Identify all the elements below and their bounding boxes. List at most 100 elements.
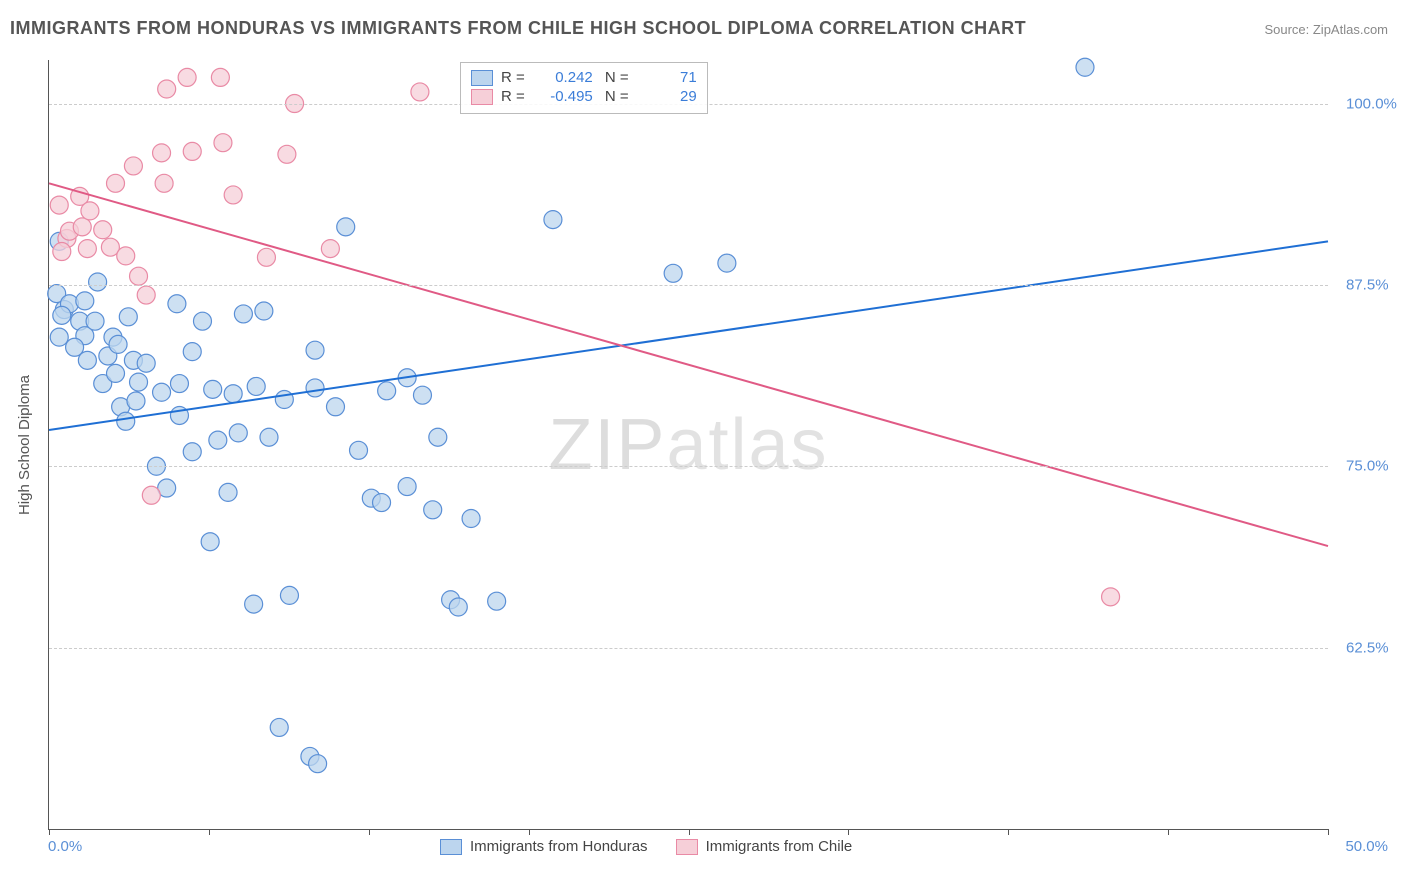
data-point bbox=[178, 68, 196, 86]
chart-container: IMMIGRANTS FROM HONDURAS VS IMMIGRANTS F… bbox=[0, 0, 1406, 892]
r-label: R = bbox=[501, 88, 525, 105]
plot-area: ZIPatlas 62.5%75.0%87.5%100.0% bbox=[48, 60, 1328, 830]
gridline bbox=[49, 648, 1328, 649]
gridline bbox=[49, 285, 1328, 286]
source-attribution: Source: ZipAtlas.com bbox=[1264, 22, 1388, 37]
data-point bbox=[201, 533, 219, 551]
data-point bbox=[257, 248, 275, 266]
x-tick bbox=[209, 829, 210, 835]
data-point bbox=[170, 375, 188, 393]
y-axis-label: High School Diploma bbox=[16, 375, 33, 515]
gridline bbox=[49, 466, 1328, 467]
x-tick bbox=[369, 829, 370, 835]
y-tick-label: 62.5% bbox=[1346, 639, 1389, 656]
data-point bbox=[89, 273, 107, 291]
data-point bbox=[544, 211, 562, 229]
data-point bbox=[107, 364, 125, 382]
r-value-chile: -0.495 bbox=[533, 88, 593, 105]
data-point bbox=[73, 218, 91, 236]
data-point bbox=[130, 373, 148, 391]
data-point bbox=[214, 134, 232, 152]
data-point bbox=[462, 509, 480, 527]
data-point bbox=[280, 586, 298, 604]
data-point bbox=[255, 302, 273, 320]
data-point bbox=[321, 240, 339, 258]
data-point bbox=[664, 264, 682, 282]
data-point bbox=[229, 424, 247, 442]
data-point bbox=[155, 174, 173, 192]
x-tick bbox=[529, 829, 530, 835]
data-point bbox=[247, 377, 265, 395]
data-point bbox=[209, 431, 227, 449]
legend-item-honduras: Immigrants from Honduras bbox=[440, 838, 648, 855]
legend-series: Immigrants from Honduras Immigrants from… bbox=[440, 838, 852, 855]
data-point bbox=[183, 443, 201, 461]
data-point bbox=[211, 68, 229, 86]
legend-label-honduras: Immigrants from Honduras bbox=[470, 838, 648, 855]
data-point bbox=[224, 186, 242, 204]
data-point bbox=[219, 483, 237, 501]
data-point bbox=[193, 312, 211, 330]
legend-correlation: R = 0.242 N = 71 R = -0.495 N = 29 bbox=[460, 62, 708, 114]
data-point bbox=[413, 386, 431, 404]
trend-line bbox=[49, 241, 1328, 430]
n-label: N = bbox=[601, 69, 629, 86]
r-value-honduras: 0.242 bbox=[533, 69, 593, 86]
data-point bbox=[1102, 588, 1120, 606]
data-point bbox=[488, 592, 506, 610]
n-label: N = bbox=[601, 88, 629, 105]
data-point bbox=[78, 240, 96, 258]
data-point bbox=[119, 308, 137, 326]
x-max-label: 50.0% bbox=[1345, 838, 1388, 855]
swatch-honduras bbox=[471, 70, 493, 86]
data-point bbox=[53, 243, 71, 261]
x-tick bbox=[1328, 829, 1329, 835]
data-point bbox=[142, 486, 160, 504]
data-point bbox=[183, 343, 201, 361]
data-point bbox=[1076, 58, 1094, 76]
r-label: R = bbox=[501, 69, 525, 86]
data-point bbox=[117, 247, 135, 265]
data-point bbox=[53, 306, 71, 324]
data-point bbox=[124, 157, 142, 175]
x-tick bbox=[49, 829, 50, 835]
data-point bbox=[449, 598, 467, 616]
data-point bbox=[127, 392, 145, 410]
data-point bbox=[81, 202, 99, 220]
y-tick-label: 87.5% bbox=[1346, 276, 1389, 293]
legend-label-chile: Immigrants from Chile bbox=[706, 838, 853, 855]
data-point bbox=[117, 412, 135, 430]
data-point bbox=[245, 595, 263, 613]
legend-item-chile: Immigrants from Chile bbox=[676, 838, 853, 855]
data-point bbox=[168, 295, 186, 313]
x-tick bbox=[689, 829, 690, 835]
chart-title: IMMIGRANTS FROM HONDURAS VS IMMIGRANTS F… bbox=[10, 18, 1026, 39]
legend-row-chile: R = -0.495 N = 29 bbox=[471, 88, 697, 105]
y-tick-label: 75.0% bbox=[1346, 458, 1389, 475]
data-point bbox=[76, 292, 94, 310]
data-point bbox=[153, 383, 171, 401]
data-point bbox=[153, 144, 171, 162]
data-point bbox=[398, 478, 416, 496]
data-point bbox=[378, 382, 396, 400]
data-point bbox=[86, 312, 104, 330]
data-point bbox=[204, 380, 222, 398]
data-point bbox=[224, 385, 242, 403]
data-point bbox=[183, 142, 201, 160]
data-point bbox=[429, 428, 447, 446]
swatch-chile-icon bbox=[676, 839, 698, 855]
data-point bbox=[137, 286, 155, 304]
data-point bbox=[50, 196, 68, 214]
data-point bbox=[94, 221, 112, 239]
x-tick bbox=[848, 829, 849, 835]
data-point bbox=[137, 354, 155, 372]
data-point bbox=[50, 328, 68, 346]
plot-svg bbox=[49, 60, 1328, 829]
data-point bbox=[278, 145, 296, 163]
data-point bbox=[107, 174, 125, 192]
data-point bbox=[130, 267, 148, 285]
data-point bbox=[158, 80, 176, 98]
data-point bbox=[270, 718, 288, 736]
legend-row-honduras: R = 0.242 N = 71 bbox=[471, 69, 697, 86]
data-point bbox=[306, 379, 324, 397]
